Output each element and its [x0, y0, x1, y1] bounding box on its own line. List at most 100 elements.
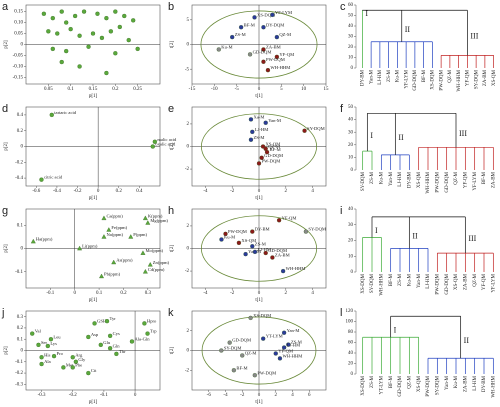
- x-axis-label: t[1]: [255, 400, 263, 405]
- y-tick-label: 0: [351, 270, 354, 275]
- y-tick-label: 20: [348, 239, 354, 244]
- cluster-label: I: [375, 226, 378, 235]
- point-label: Cd(ppm): [148, 267, 165, 272]
- point-label: ZS-M: [235, 32, 246, 37]
- y-tick-label: 0: [21, 247, 24, 252]
- leaf-label: XS-QM: [492, 69, 497, 86]
- point-label: LJ-HM: [257, 247, 271, 252]
- x-axis-label: t[1]: [255, 196, 263, 201]
- leaf-label: XS-QM: [417, 171, 422, 188]
- point: [265, 68, 271, 73]
- point-label: Ser: [41, 340, 48, 345]
- point-label: Lys: [50, 341, 57, 346]
- point: [51, 353, 57, 359]
- y-axis-label: p[2]: [4, 346, 9, 355]
- point-label: WH-HHM: [286, 266, 306, 271]
- point: [219, 237, 224, 242]
- point-label: Gln: [113, 343, 121, 348]
- y-tick-label: 0.15: [14, 10, 23, 15]
- x-tick-label: 0.25: [133, 87, 142, 92]
- x-tick-label: -0.1: [46, 291, 54, 296]
- point: [46, 29, 51, 34]
- point: [104, 16, 109, 21]
- y-tick-label: -0.2: [15, 371, 23, 376]
- x-tick-label: -10: [211, 87, 218, 92]
- point-label: Cys: [113, 331, 120, 336]
- point-label: K(ppm): [148, 213, 163, 218]
- x-tick-label: 0: [134, 393, 137, 398]
- y-tick-label: 20: [348, 143, 354, 148]
- point-label: ZS-M: [255, 241, 266, 246]
- point: [129, 339, 135, 344]
- point-label: Asp: [91, 332, 99, 337]
- leaf-label: Yan-M: [389, 171, 394, 185]
- y-tick-label: -2: [185, 269, 190, 274]
- point-label: PW-DQM: [228, 229, 247, 234]
- point-label: PW-DQM: [257, 370, 276, 375]
- confidence-ellipse: [200, 113, 318, 180]
- y-tick-label: 5: [187, 18, 190, 23]
- point: [281, 330, 287, 335]
- leaf-label: LJ-HM: [398, 171, 403, 186]
- point-label: Leu: [53, 334, 61, 339]
- point-label: QZ-M: [245, 351, 257, 356]
- point-label: Phe: [75, 362, 82, 367]
- point: [104, 319, 110, 324]
- x-tick-label: 0.2: [120, 291, 127, 296]
- point-label: Yan-M: [268, 118, 281, 123]
- point: [101, 234, 107, 239]
- leaf-label: PW-DQM: [435, 171, 440, 192]
- point-label: XS-DQM: [257, 12, 275, 17]
- point-label: WH-HHM: [282, 353, 302, 358]
- point: [113, 51, 118, 56]
- x-axis-label: p[1]: [89, 400, 98, 405]
- point-label: YF-QM: [282, 215, 297, 220]
- y-tick-label: 0.05: [14, 32, 23, 37]
- point: [95, 11, 100, 16]
- point-label: YF-QM: [278, 349, 293, 354]
- leaf-label: ZA-BM: [491, 171, 496, 188]
- leaf-label: YF-LYM: [491, 273, 496, 292]
- y-tick-label: -0.3: [15, 382, 23, 387]
- leaf-label: DY-BM: [482, 375, 487, 392]
- point: [113, 9, 118, 14]
- point-label: Met: [66, 362, 74, 367]
- leaf-label: DY-BM: [407, 171, 412, 188]
- point: [98, 342, 103, 348]
- point-label: XS-QM: [266, 142, 281, 147]
- point: [140, 250, 146, 255]
- point: [261, 47, 266, 52]
- cluster-label: II: [398, 133, 404, 142]
- x-axis-label: p[1]: [89, 94, 98, 99]
- x-tick-label: -6: [207, 393, 212, 398]
- y-tick-label: -0.15: [13, 76, 24, 81]
- point: [101, 215, 107, 221]
- x-tick-label: 0.15: [89, 87, 98, 92]
- x-tick-label: 4: [311, 291, 314, 296]
- point: [41, 11, 47, 16]
- leaf-label: PW-DQM: [435, 273, 440, 294]
- point: [107, 333, 113, 338]
- x-tick-label: 0: [258, 291, 261, 296]
- point: [81, 9, 87, 14]
- y-tick-label: 10: [348, 156, 354, 161]
- point: [45, 343, 50, 349]
- y-tick-label: 0.1: [17, 223, 24, 228]
- y-tick-label: 0.4: [17, 113, 24, 118]
- y-tick-label: -0.4: [15, 176, 23, 181]
- point: [227, 340, 232, 345]
- confidence-ellipse: [200, 10, 318, 79]
- leaf-label: XS-DQM: [361, 273, 366, 293]
- y-tick-label: -2: [185, 368, 190, 373]
- point-label: GSH: [97, 318, 107, 323]
- y-tick-label: 50: [348, 14, 354, 19]
- y-axis-label: p[2]: [4, 244, 9, 253]
- panel-letter: i: [340, 205, 342, 217]
- leaf-label: LJ-HM: [426, 273, 431, 288]
- point-label: ZS-M: [291, 340, 302, 345]
- leaf-label: YF-LYM: [473, 171, 478, 190]
- point: [73, 359, 79, 364]
- point: [59, 9, 64, 14]
- point: [152, 139, 157, 144]
- point: [250, 244, 255, 249]
